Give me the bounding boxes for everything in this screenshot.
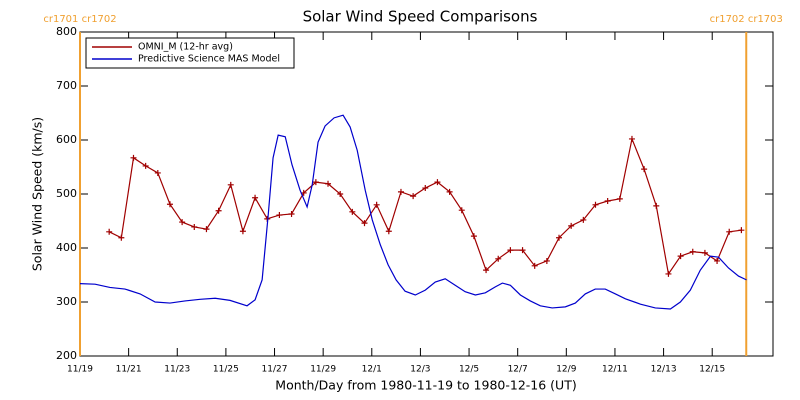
x-axis-title: Month/Day from 1980-11-19 to 1980-12-16 … (275, 378, 576, 393)
data-point (470, 233, 477, 240)
data-point (373, 201, 380, 208)
y-tick-label: 400 (56, 241, 77, 254)
y-tick-label: 700 (56, 79, 77, 92)
x-tick-label: 12/5 (459, 365, 479, 375)
rotation-label: cr1702 cr1703 (710, 14, 783, 25)
data-point (458, 207, 465, 214)
data-point (616, 195, 623, 202)
x-tick-label: 11/19 (67, 365, 93, 375)
data-point (361, 220, 368, 227)
y-tick-label: 800 (56, 25, 77, 38)
data-point (166, 201, 173, 208)
series-line (79, 114, 747, 310)
data-point (142, 162, 149, 169)
data-point (227, 181, 234, 188)
x-tick-label: 12/13 (651, 365, 677, 375)
data-point (714, 257, 721, 264)
data-point (701, 249, 708, 256)
data-point (556, 234, 563, 241)
data-point (604, 198, 611, 205)
data-point (628, 135, 635, 142)
y-tick-label: 200 (56, 349, 77, 362)
x-tick-label: 11/23 (164, 365, 190, 375)
data-point (215, 207, 222, 214)
x-tick-label: 12/9 (556, 365, 576, 375)
data-point (154, 169, 161, 176)
data-point (677, 253, 684, 260)
data-point (531, 262, 538, 269)
y-axis-title: Solar Wind Speed (km/s) (30, 117, 45, 271)
data-point (665, 270, 672, 277)
data-point (130, 154, 137, 161)
y-tick-label: 600 (56, 133, 77, 146)
x-tick-label: 12/1 (362, 365, 382, 375)
data-point (422, 185, 429, 192)
data-point (106, 228, 113, 235)
x-tick-label: 12/7 (508, 365, 528, 375)
chart-title: Solar Wind Speed Comparisons (303, 8, 538, 26)
legend-box (85, 37, 295, 69)
x-tick-label: 11/21 (116, 365, 142, 375)
data-point (653, 202, 660, 209)
data-point (446, 188, 453, 195)
data-point (738, 227, 745, 234)
data-point (726, 228, 733, 235)
data-point (239, 228, 246, 235)
data-point (410, 193, 417, 200)
x-tick-label: 12/15 (699, 365, 725, 375)
data-point (349, 208, 356, 215)
rotation-label: cr1701 cr1702 (43, 14, 116, 25)
data-point (483, 267, 490, 274)
data-point (118, 234, 125, 241)
data-point (203, 226, 210, 233)
x-tick-label: 11/27 (262, 365, 288, 375)
data-point (689, 248, 696, 255)
data-point (179, 219, 186, 226)
data-point (592, 201, 599, 208)
legend-label: OMNI_M (12-hr avg) (138, 42, 233, 53)
data-point (580, 216, 587, 223)
data-point (495, 255, 502, 262)
data-point (641, 166, 648, 173)
data-point (252, 194, 259, 201)
x-tick-label: 12/3 (410, 365, 430, 375)
data-point (397, 188, 404, 195)
y-tick-label: 500 (56, 187, 77, 200)
data-point (288, 210, 295, 217)
data-point (276, 212, 283, 219)
data-point (507, 247, 514, 254)
data-point (385, 228, 392, 235)
data-point (568, 222, 575, 229)
data-point (312, 179, 319, 186)
x-tick-label: 11/25 (213, 365, 239, 375)
y-tick-label: 300 (56, 295, 77, 308)
legend-label: Predictive Science MAS Model (138, 54, 280, 65)
data-point (543, 257, 550, 264)
x-tick-label: 11/29 (310, 365, 336, 375)
data-point (519, 247, 526, 254)
data-point (337, 191, 344, 197)
data-point (434, 179, 441, 186)
data-point (325, 180, 332, 187)
data-point (191, 223, 198, 230)
x-tick-label: 12/11 (602, 365, 628, 375)
